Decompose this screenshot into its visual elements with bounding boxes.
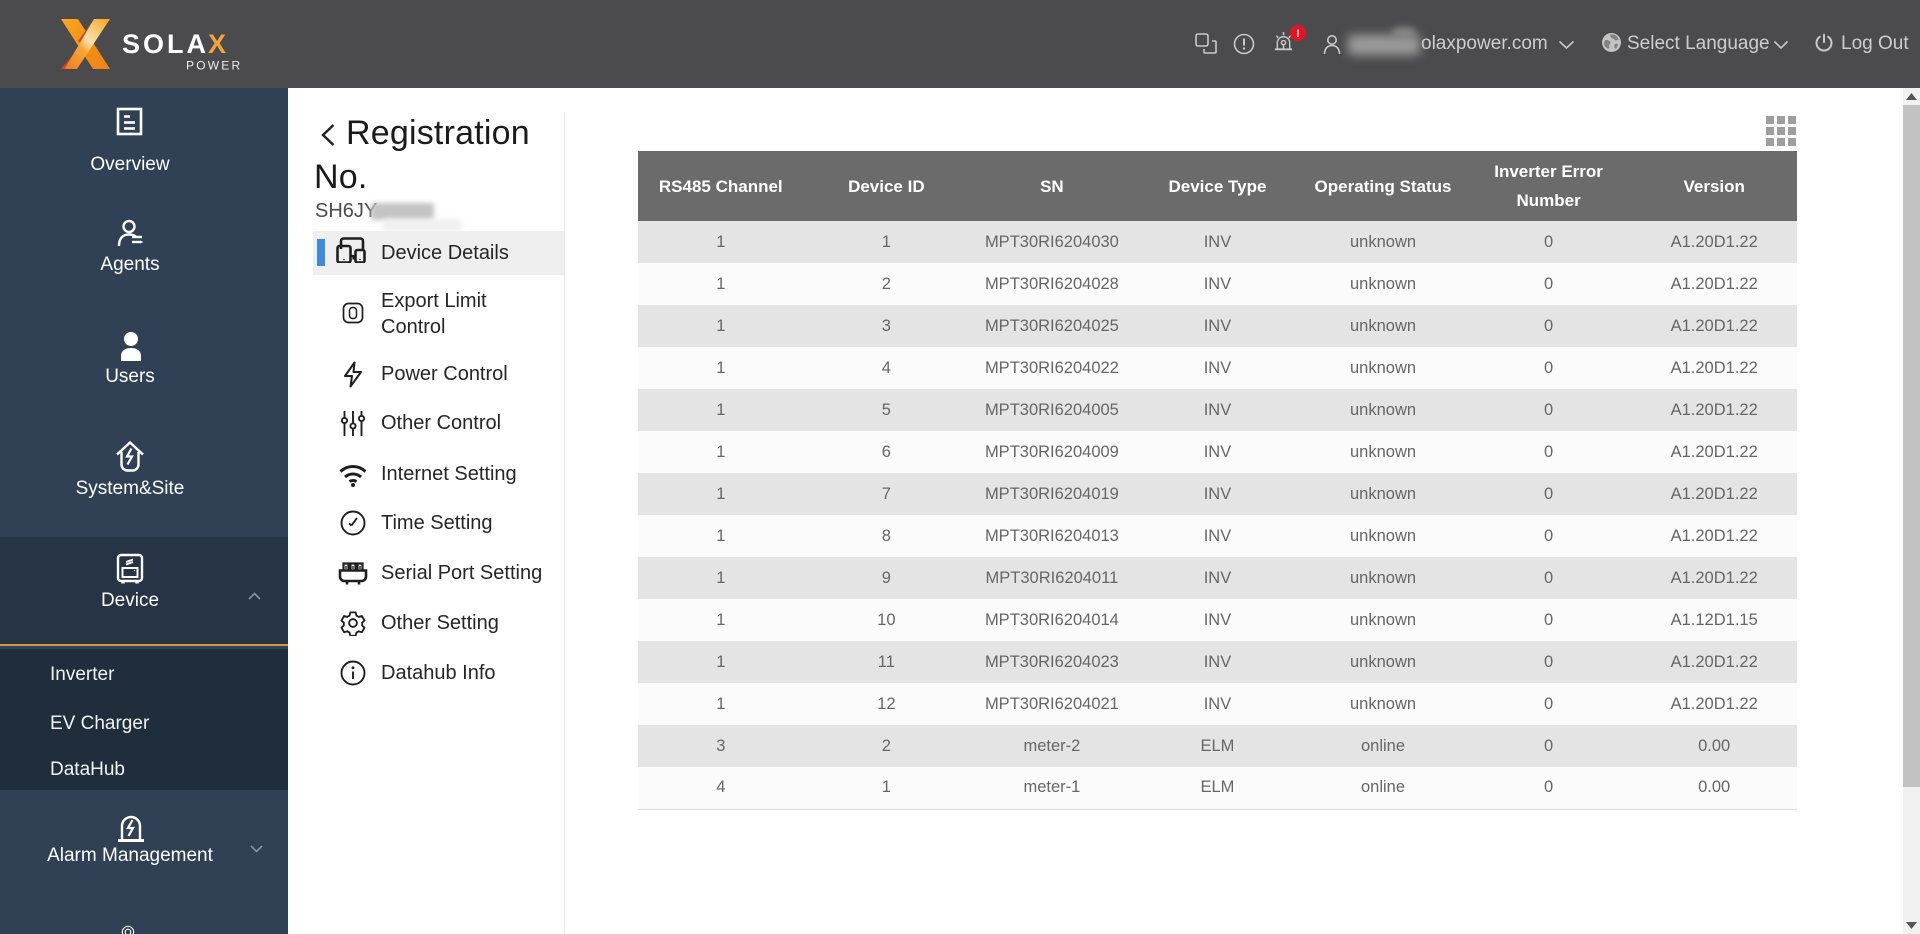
svg-text:SOLA: SOLA: [122, 29, 209, 59]
svg-text:POWER: POWER: [186, 59, 242, 73]
svg-text:!: !: [1296, 28, 1300, 40]
svg-text:X: X: [208, 29, 226, 59]
